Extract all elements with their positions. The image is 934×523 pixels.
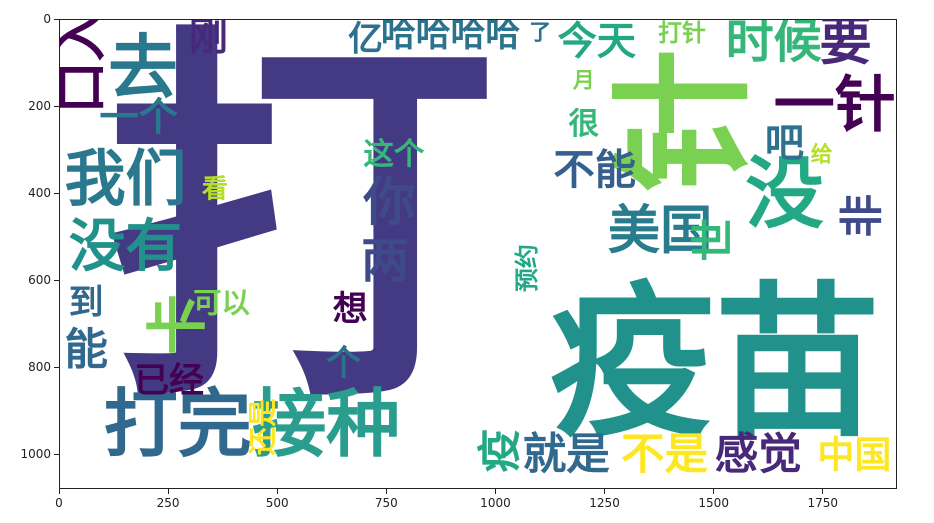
- word-4: 接种: [252, 382, 400, 468]
- word-10: 两: [361, 234, 409, 289]
- word-16: 今天: [558, 20, 637, 64]
- y-tick-label-3: 600: [28, 273, 51, 288]
- y-tick-mark-3: [54, 279, 59, 281]
- word-39: 疫: [476, 429, 526, 473]
- x-tick-mark-2: [276, 489, 278, 494]
- y-tick-mark-1: [54, 105, 59, 107]
- word-14: 美国: [608, 201, 712, 261]
- word-36: 能: [64, 326, 108, 376]
- word-24: 吧: [765, 122, 804, 167]
- x-tick-label-0: 0: [55, 496, 63, 510]
- word-22: 看: [202, 175, 228, 205]
- y-tick-mark-0: [54, 18, 59, 20]
- word-44: 世: [690, 218, 740, 261]
- word-2: 针: [601, 48, 768, 192]
- x-tick-mark-5: [604, 489, 606, 494]
- x-tick-mark-0: [58, 489, 60, 494]
- word-32: 想: [333, 289, 368, 329]
- word-37: 已经: [134, 361, 204, 401]
- x-tick-mark-7: [822, 489, 824, 494]
- word-17: 哈哈哈哈: [381, 20, 520, 55]
- word-45: 非: [838, 194, 888, 238]
- word-21: 一个: [99, 95, 178, 140]
- x-tick-label-5: 1250: [589, 496, 620, 510]
- word-19: 刚: [189, 20, 228, 60]
- word-41: 不是: [621, 430, 708, 480]
- word-5: 没: [745, 149, 824, 240]
- word-0: 打: [104, 20, 496, 453]
- word-42: 感觉: [715, 430, 802, 480]
- word-43: 中国: [817, 434, 891, 477]
- word-7: 我们: [65, 143, 187, 214]
- x-tick-mark-1: [167, 489, 169, 494]
- y-tick-mark-5: [54, 453, 59, 455]
- word-25: 给: [811, 141, 833, 167]
- x-tick-label-4: 1000: [480, 496, 511, 510]
- y-tick-mark-2: [54, 192, 59, 194]
- word-9: 你: [362, 173, 415, 233]
- word-11: 一针: [774, 69, 896, 140]
- word-40: 就是: [523, 430, 610, 480]
- word-23: 这个: [363, 136, 424, 172]
- x-tick-label-7: 1750: [807, 496, 839, 510]
- word-38: 还是: [247, 398, 280, 455]
- word-33: 个: [326, 344, 361, 384]
- word-12: 时候: [726, 20, 822, 69]
- x-tick-mark-3: [385, 489, 387, 494]
- word-20: 口入: [60, 20, 112, 113]
- word-28: 打针: [658, 20, 706, 47]
- word-18: 亿: [348, 20, 383, 60]
- word-31: 可以: [193, 286, 250, 319]
- word-35: 到: [69, 283, 104, 323]
- word-27: 月: [572, 68, 595, 93]
- x-tick-label-6: 1500: [698, 496, 729, 510]
- y-tick-label-5: 1000: [20, 447, 51, 462]
- word-29: 了: [529, 21, 551, 46]
- word-1: 疫苗: [549, 267, 880, 460]
- x-tick-mark-6: [713, 489, 715, 494]
- x-tick-label-1: 250: [156, 496, 180, 510]
- word-6: 去: [108, 27, 178, 108]
- y-tick-mark-4: [54, 366, 59, 368]
- x-tick-label-3: 750: [374, 496, 398, 510]
- x-tick-label-2: 500: [265, 496, 289, 510]
- x-tick-mark-4: [494, 489, 496, 494]
- word-30: 预约: [513, 244, 541, 292]
- y-tick-label-1: 200: [28, 99, 51, 114]
- word-34: 卡: [142, 294, 213, 355]
- y-tick-label-0: 0: [43, 12, 51, 26]
- y-tick-label-2: 400: [28, 186, 51, 201]
- word-8: 没有: [69, 213, 182, 279]
- word-13: 要: [820, 20, 872, 72]
- y-tick-label-4: 800: [28, 360, 51, 375]
- word-26: 很: [569, 107, 600, 142]
- word-15: 不能: [553, 146, 636, 194]
- word-3: 打完: [104, 382, 252, 468]
